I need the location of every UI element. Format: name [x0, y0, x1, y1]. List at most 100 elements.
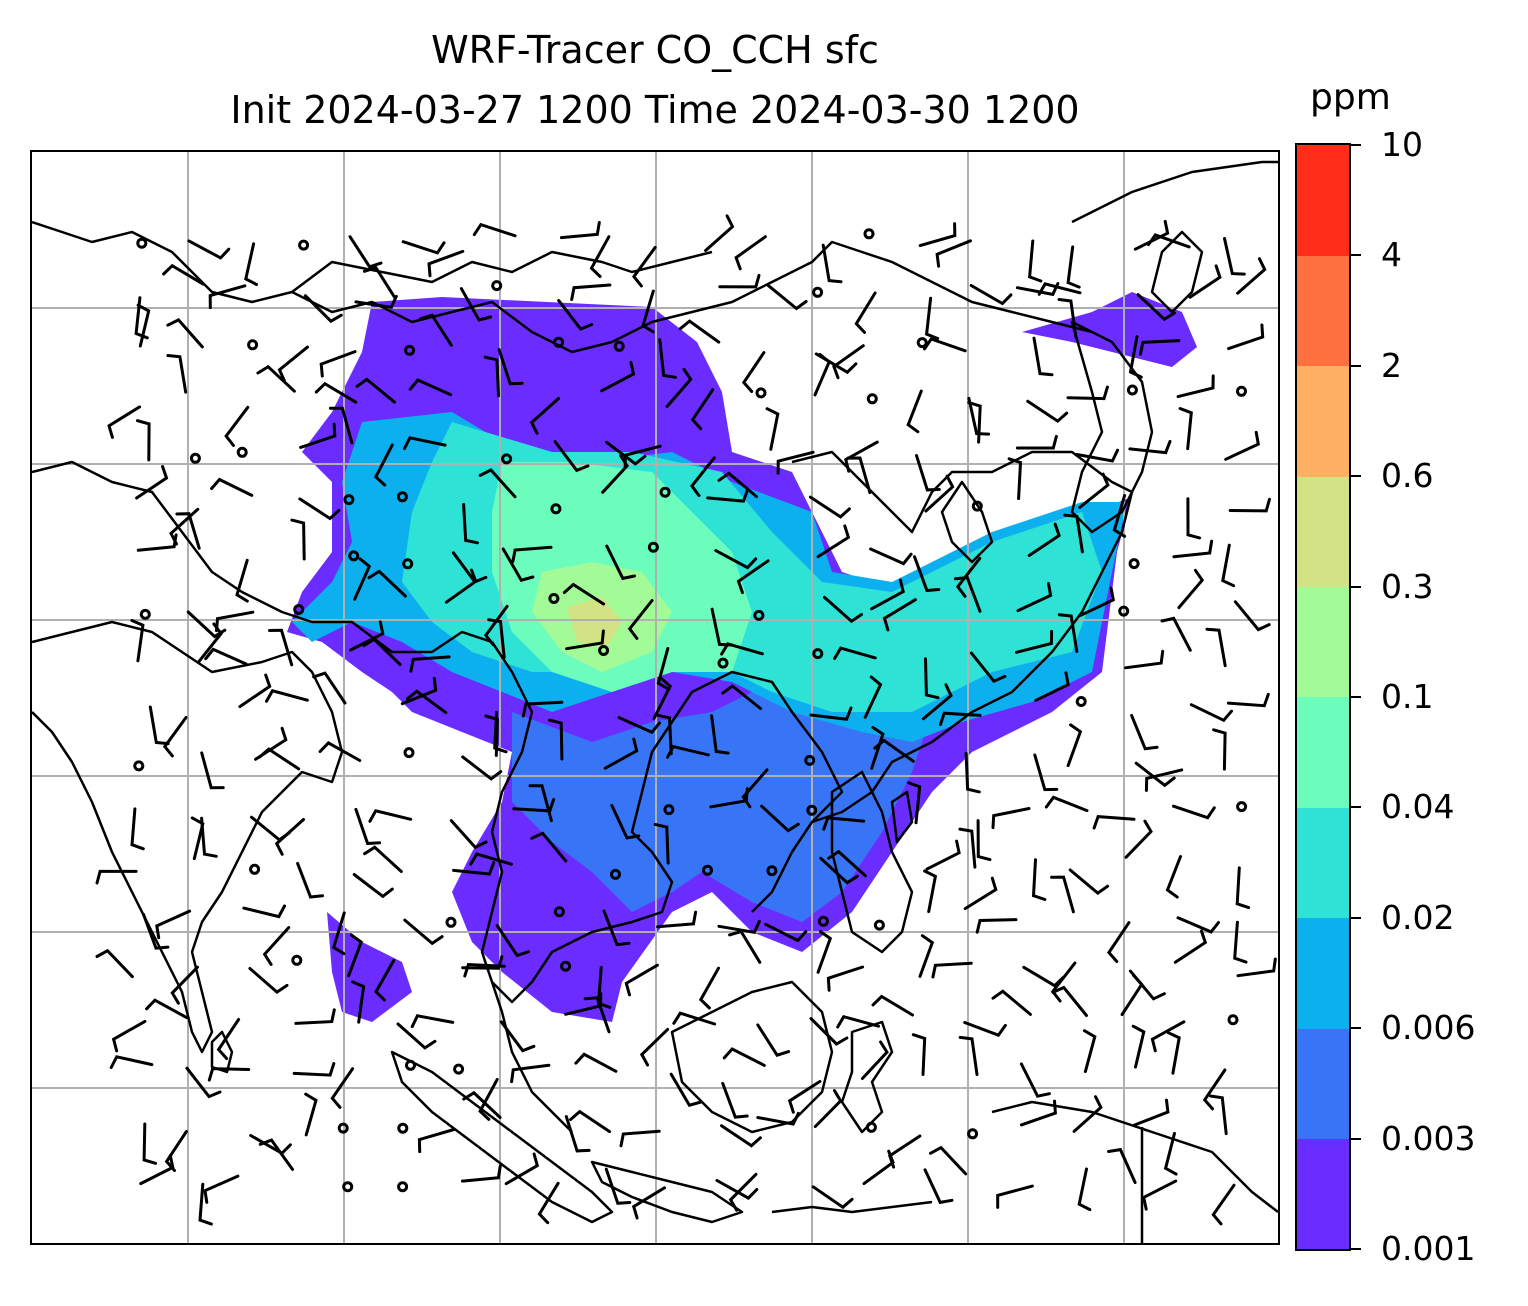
wind-barb	[975, 918, 1018, 934]
calm-wind-marker	[553, 906, 565, 918]
coastline-sulawesi	[840, 1020, 894, 1134]
calm-wind-marker	[404, 344, 416, 356]
wind-barb	[347, 933, 364, 978]
wind-barb	[1176, 916, 1220, 934]
calm-wind-marker	[702, 864, 713, 876]
wind-barb	[111, 1019, 147, 1053]
calm-wind-marker	[405, 1059, 416, 1071]
wind-barb	[1202, 1068, 1227, 1111]
wind-barb	[924, 474, 955, 513]
colorbar-tick-label: 4	[1381, 235, 1402, 275]
wind-barb	[924, 657, 940, 700]
wind-barb	[1163, 1131, 1178, 1176]
coastline-borneo	[670, 980, 834, 1134]
wind-barb	[1092, 815, 1136, 830]
wind-barb	[666, 744, 710, 759]
wind-barb	[720, 642, 764, 656]
wind-barb	[401, 240, 446, 255]
wind-barb	[208, 284, 247, 310]
coastline-java	[590, 1160, 744, 1224]
calm-wind-marker	[717, 657, 729, 669]
wind-barb	[418, 313, 453, 347]
calm-wind-marker	[755, 387, 767, 399]
calm-wind-marker	[247, 339, 259, 351]
wind-barb	[721, 684, 762, 710]
calm-wind-marker	[445, 916, 457, 928]
wind-barb	[1072, 1095, 1103, 1133]
border-mongolia	[291, 250, 713, 293]
wind-barb	[190, 816, 205, 861]
wind-barb	[690, 456, 716, 498]
colorbar-tick	[1351, 1248, 1361, 1250]
colorbar-tick	[1351, 1137, 1361, 1140]
wind-barb	[562, 582, 606, 606]
wind-barb	[107, 405, 142, 439]
wind-barb	[1211, 1183, 1236, 1226]
calm-wind-marker	[560, 960, 572, 972]
calm-wind-marker	[647, 541, 659, 553]
colorbar-tick-label: 0.003	[1381, 1118, 1476, 1158]
coastlines-and-borders	[32, 160, 1278, 1243]
wind-barb	[235, 558, 249, 603]
wind-barb	[1026, 399, 1069, 423]
wind-barb	[472, 222, 517, 238]
wind-barb	[478, 1078, 499, 1121]
wind-barb	[166, 318, 204, 349]
wind-barb	[459, 287, 493, 322]
wind-barb	[403, 436, 447, 450]
calm-wind-marker	[291, 954, 303, 966]
wind-barb	[821, 243, 843, 284]
coastline-taiwan	[890, 790, 914, 844]
wind-barb	[1057, 613, 1079, 653]
wind-barb	[1128, 439, 1172, 455]
wind-barb	[408, 378, 453, 397]
calm-wind-marker	[863, 228, 875, 240]
wind-barb	[95, 948, 134, 979]
wind-barb	[537, 1181, 560, 1225]
wind-barb	[362, 265, 397, 300]
border-himalaya	[32, 460, 493, 654]
wind-barb	[136, 303, 151, 348]
wind-barb	[135, 465, 169, 500]
wind-barb	[258, 1138, 294, 1171]
coastline-india	[32, 620, 344, 1054]
colorbar-segment	[1297, 1138, 1349, 1250]
wind-barb	[258, 747, 301, 771]
wind-barb	[170, 965, 199, 1005]
wind-barb	[1236, 257, 1267, 295]
tracer-concentration-field	[287, 292, 1197, 1022]
coastline-sumatra	[390, 1050, 614, 1224]
wind-barb	[913, 555, 941, 593]
wind-barb	[362, 637, 402, 666]
wind-barb	[303, 294, 343, 324]
wind-barb	[268, 628, 294, 667]
wind-barb	[844, 440, 879, 473]
calm-wind-marker	[613, 340, 625, 352]
colorbar-tick-label: 0.001	[1381, 1229, 1476, 1268]
wind-barb	[521, 700, 564, 718]
plume-level-7	[567, 597, 622, 647]
wind-barb	[610, 803, 641, 840]
calm-wind-marker	[1227, 1014, 1239, 1026]
wind-barb	[528, 784, 553, 823]
wind-barb	[935, 239, 972, 268]
calm-wind-marker	[348, 550, 360, 562]
wind-barb	[1236, 957, 1277, 978]
wind-barb	[330, 1067, 355, 1109]
wind-barb	[1082, 1029, 1097, 1073]
wind-barb	[483, 355, 500, 398]
wind-barb	[373, 443, 394, 487]
calm-wind-marker	[453, 1063, 465, 1075]
wind-barb	[918, 934, 935, 978]
wind-barb	[198, 1182, 213, 1226]
wind-barb	[760, 804, 800, 833]
wind-barb	[931, 961, 973, 979]
wind-barb	[1189, 703, 1233, 723]
wind-barb	[720, 1124, 762, 1148]
wind-barb	[1112, 494, 1127, 538]
calm-wind-marker	[865, 1121, 877, 1133]
wind-barb	[631, 1186, 666, 1220]
wind-barb	[1177, 568, 1205, 610]
wind-barb	[204, 647, 248, 666]
wind-barb	[296, 861, 324, 899]
